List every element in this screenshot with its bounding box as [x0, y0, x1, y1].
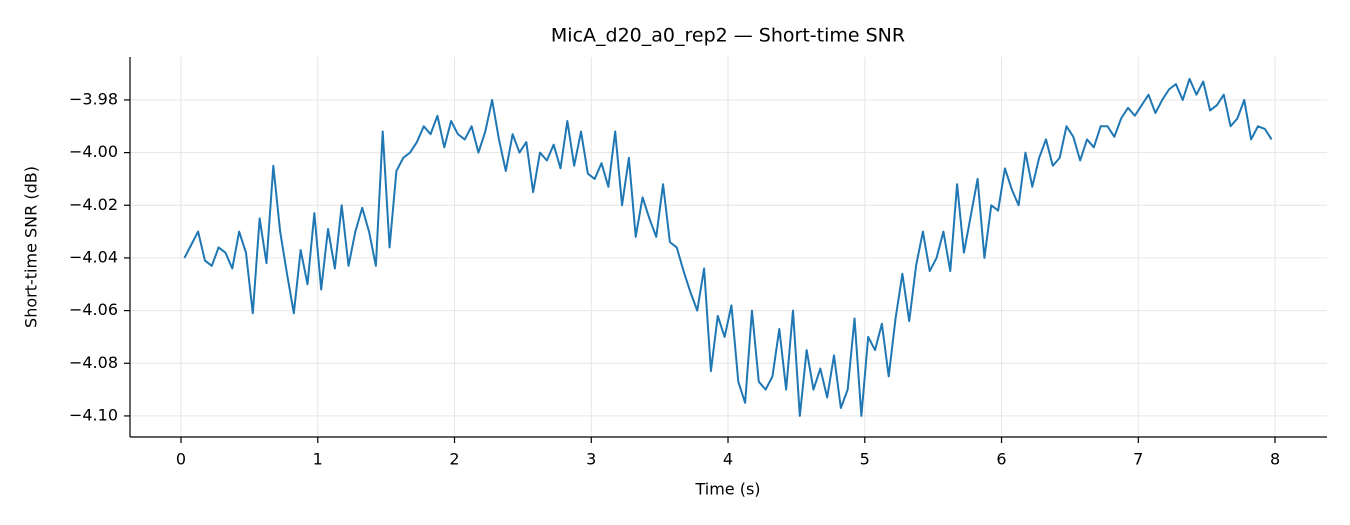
x-tick-label: 7 — [1133, 450, 1143, 469]
y-tick-label: −4.00 — [69, 142, 118, 161]
x-tick-label: 8 — [1270, 450, 1280, 469]
plot-area — [183, 77, 1273, 417]
y-tick-label: −3.98 — [69, 89, 118, 108]
y-tick-label: −4.10 — [69, 405, 118, 424]
y-tick-label: −4.02 — [69, 195, 118, 214]
y-tick-label: −4.08 — [69, 353, 118, 372]
x-tick-label: 6 — [996, 450, 1006, 469]
x-tick-label: 2 — [449, 450, 459, 469]
y-axis-label: Short-time SNR (dB) — [22, 166, 41, 328]
grid — [130, 57, 1327, 437]
x-tick-label: 4 — [723, 450, 733, 469]
x-tick-label: 1 — [313, 450, 323, 469]
line-series — [183, 77, 1273, 417]
y-tick-label: −4.04 — [69, 247, 118, 266]
x-axis-label: Time (s) — [694, 480, 760, 499]
y-tick-label: −4.06 — [69, 300, 118, 319]
chart-title: MicA_d20_a0_rep2 — Short-time SNR — [551, 25, 905, 47]
x-tick-label: 5 — [860, 450, 870, 469]
x-tick-label: 3 — [586, 450, 596, 469]
x-tick-label: 0 — [176, 450, 186, 469]
